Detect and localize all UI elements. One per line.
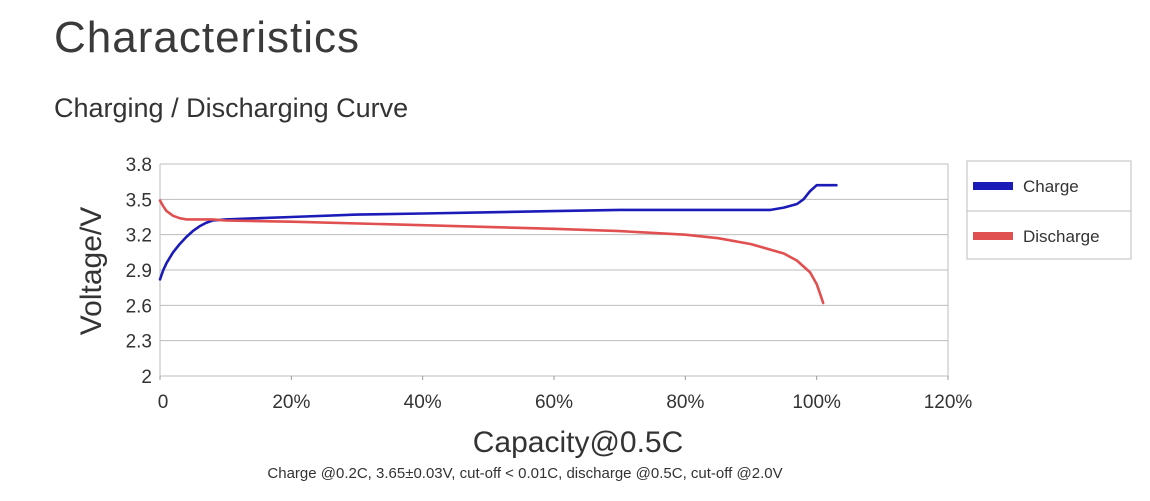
x-tick-label: 120% (924, 392, 973, 413)
series-line-discharge (158, 199, 825, 305)
y-axis-label: Voltage/V (75, 207, 108, 335)
x-tick-label: 100% (792, 392, 841, 413)
test-conditions-footnote: Charge @0.2C, 3.65±0.03V, cut-off < 0.01… (267, 465, 783, 482)
y-tick-label: 2.3 (126, 332, 152, 353)
y-tick-label: 3.8 (126, 155, 152, 176)
legend: Charge Discharge (966, 160, 1132, 260)
x-tick-label: 40% (404, 392, 442, 413)
x-axis-label: Capacity@0.5C (473, 426, 684, 459)
x-tick-label: 0 (158, 392, 169, 413)
grid-layer (159, 163, 949, 377)
y-tick-label: 2.6 (126, 296, 152, 317)
page-title: Characteristics (54, 13, 360, 62)
y-tick-label: 3.2 (126, 226, 152, 247)
x-tick-label: 60% (535, 392, 573, 413)
series-layer (158, 183, 838, 305)
legend-label-charge: Charge (1023, 177, 1079, 196)
series-line-charge (158, 183, 838, 281)
legend-box (966, 160, 1132, 260)
legend-swatch-discharge (973, 232, 1013, 240)
y-tick-label: 2 (141, 367, 152, 388)
chart-subtitle: Charging / Discharging Curve (54, 93, 409, 123)
legend-label-discharge: Discharge (1023, 227, 1100, 246)
legend-swatch-charge (973, 182, 1013, 190)
y-tick-label: 3.5 (126, 190, 152, 211)
axis-layer: 2 2.3 2.6 2.9 3.2 3.5 3.8 0 20% 40% 60% 80% 100% 120% (126, 155, 973, 413)
x-tick-label: 80% (666, 392, 704, 413)
y-tick-label: 2.9 (126, 261, 152, 282)
x-tick-label: 20% (272, 392, 310, 413)
